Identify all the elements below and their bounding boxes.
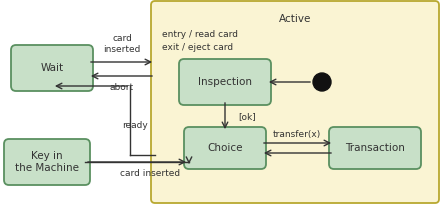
- Text: card
inserted: card inserted: [103, 34, 141, 54]
- Text: entry / read card
exit / eject card: entry / read card exit / eject card: [162, 30, 238, 51]
- FancyBboxPatch shape: [184, 127, 266, 169]
- Circle shape: [313, 73, 331, 91]
- Text: Inspection: Inspection: [198, 77, 252, 87]
- Text: [ok]: [ok]: [238, 112, 256, 122]
- Text: Transaction: Transaction: [345, 143, 405, 153]
- FancyBboxPatch shape: [11, 45, 93, 91]
- FancyBboxPatch shape: [151, 1, 439, 203]
- Text: Active: Active: [279, 14, 311, 24]
- Text: ready: ready: [122, 121, 148, 130]
- FancyBboxPatch shape: [4, 139, 90, 185]
- FancyBboxPatch shape: [179, 59, 271, 105]
- Text: Choice: Choice: [207, 143, 243, 153]
- FancyBboxPatch shape: [329, 127, 421, 169]
- Text: transfer(x): transfer(x): [273, 131, 321, 140]
- Text: Wait: Wait: [40, 63, 64, 73]
- Text: card inserted: card inserted: [120, 169, 180, 177]
- Text: Key in
the Machine: Key in the Machine: [15, 151, 79, 173]
- Text: abort: abort: [110, 82, 134, 92]
